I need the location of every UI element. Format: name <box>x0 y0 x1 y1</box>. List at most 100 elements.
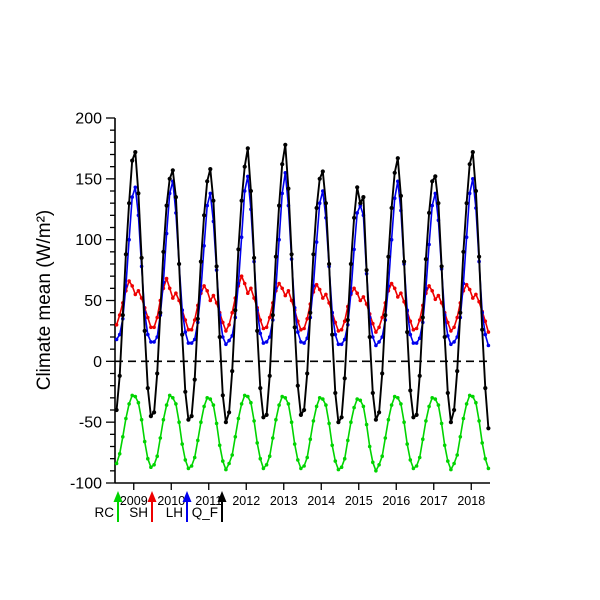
data-point <box>267 454 272 459</box>
data-point <box>280 162 285 167</box>
data-point <box>308 437 313 442</box>
data-point <box>214 264 219 269</box>
data-point <box>120 313 125 318</box>
data-point <box>246 291 250 296</box>
data-point <box>342 376 347 381</box>
data-point <box>433 174 438 179</box>
data-point <box>392 394 397 399</box>
data-point <box>452 325 456 330</box>
data-point <box>327 421 331 426</box>
data-point <box>208 191 213 196</box>
data-point <box>321 397 325 401</box>
data-point <box>473 188 478 194</box>
data-point <box>242 164 247 169</box>
data-point <box>121 435 125 439</box>
data-point <box>433 397 438 401</box>
data-point <box>311 252 316 257</box>
data-point <box>164 231 169 236</box>
data-point <box>449 467 453 472</box>
data-point <box>455 315 460 320</box>
data-point <box>305 371 310 376</box>
data-point <box>467 162 472 167</box>
data-point <box>352 215 357 220</box>
data-point <box>430 203 435 208</box>
data-point <box>302 464 306 468</box>
data-point <box>267 315 272 320</box>
data-point <box>373 417 378 422</box>
data-point <box>389 403 394 407</box>
data-point <box>286 402 291 406</box>
data-point <box>164 276 169 281</box>
up-arrow-head-icon <box>182 491 192 502</box>
y-tick-label: 100 <box>75 232 102 249</box>
data-point <box>361 404 366 409</box>
up-arrow-head-icon <box>113 491 123 502</box>
data-point <box>374 343 378 348</box>
data-point <box>217 334 222 340</box>
data-point <box>398 193 403 198</box>
data-point <box>277 203 282 208</box>
data-point <box>377 410 382 415</box>
data-point <box>414 341 419 345</box>
data-point <box>389 205 394 211</box>
data-point <box>342 456 347 461</box>
data-point <box>152 325 156 330</box>
data-point <box>186 327 191 332</box>
data-point <box>433 297 438 302</box>
data-point <box>449 342 453 347</box>
data-point <box>233 308 238 313</box>
data-point <box>455 453 460 457</box>
data-point <box>221 459 225 463</box>
data-point <box>333 459 338 463</box>
data-point <box>123 252 128 257</box>
data-point <box>205 289 209 293</box>
data-point <box>414 412 419 417</box>
data-point <box>214 421 219 426</box>
data-point <box>277 403 281 407</box>
data-point <box>146 332 150 337</box>
data-point <box>242 393 247 398</box>
data-point <box>249 400 253 405</box>
data-point <box>133 150 138 155</box>
data-point <box>202 244 206 248</box>
data-point <box>358 398 363 403</box>
data-point <box>436 201 441 206</box>
data-point <box>361 195 366 200</box>
data-point <box>308 310 313 315</box>
data-point <box>261 326 266 331</box>
data-point <box>261 415 266 420</box>
data-point <box>239 198 244 203</box>
data-point <box>392 170 397 175</box>
data-point <box>430 396 435 400</box>
data-point <box>317 287 322 292</box>
data-point <box>264 463 269 467</box>
data-point <box>302 407 307 413</box>
data-point <box>371 335 375 339</box>
legend-item-RC: RC <box>95 491 123 522</box>
data-point <box>205 179 210 184</box>
data-point <box>183 458 188 462</box>
data-point <box>436 403 441 407</box>
data-point <box>283 396 288 400</box>
data-point <box>471 177 475 181</box>
data-point <box>371 460 375 465</box>
data-point <box>155 315 159 320</box>
data-point <box>455 369 460 374</box>
data-point <box>208 397 213 401</box>
data-point <box>267 335 272 339</box>
data-point <box>420 315 425 320</box>
data-point <box>289 298 294 303</box>
data-point <box>117 373 122 378</box>
data-point <box>399 402 403 406</box>
legend-label: LH <box>166 505 183 520</box>
data-point <box>352 405 356 410</box>
data-point <box>433 191 438 196</box>
data-point <box>130 195 134 199</box>
data-point <box>117 452 122 456</box>
data-point <box>396 295 400 299</box>
data-point <box>224 342 228 347</box>
data-point <box>483 456 488 461</box>
data-point <box>114 461 119 466</box>
data-point <box>483 332 488 337</box>
data-point <box>352 247 356 252</box>
